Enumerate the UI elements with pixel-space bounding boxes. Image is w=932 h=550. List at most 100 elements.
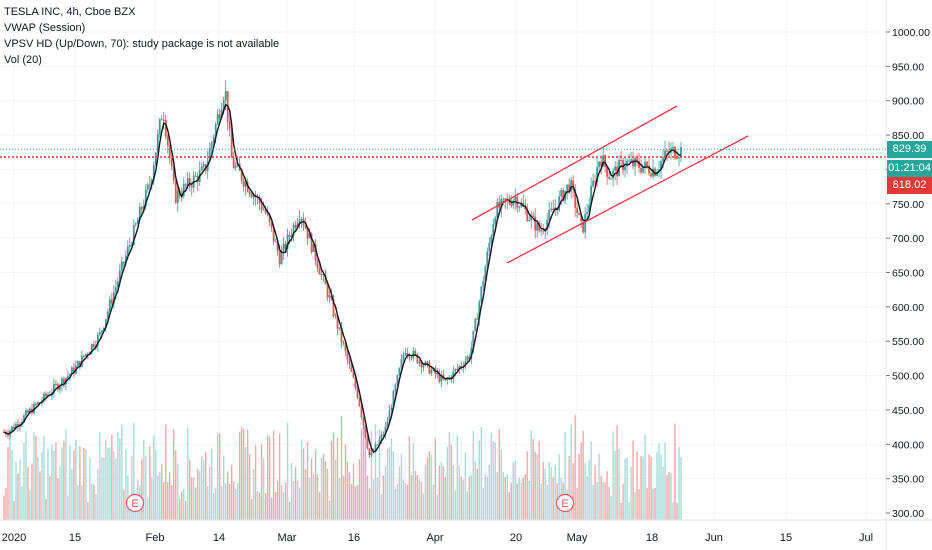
volume-bar — [510, 482, 512, 520]
volume-bar — [280, 484, 283, 520]
volume-bar — [105, 439, 107, 520]
volume-bar — [362, 427, 365, 520]
channel-upper-line[interactable] — [471, 105, 678, 221]
y-tick-label: 1000.00 — [892, 27, 930, 39]
volume-bar — [552, 477, 554, 520]
candle-body — [552, 208, 555, 210]
y-tick-label: 500.00 — [892, 371, 924, 383]
legend-vol[interactable]: Vol (20) — [4, 54, 42, 66]
volume-bar — [374, 424, 377, 520]
volume-bar — [672, 502, 674, 520]
candle-body — [466, 356, 469, 362]
candle-body — [678, 156, 680, 159]
candle-body — [188, 177, 191, 187]
volume-bar — [382, 475, 385, 520]
candle-body — [540, 230, 543, 232]
volume-bar — [458, 465, 461, 520]
candle-body — [82, 355, 85, 357]
volume-bar — [526, 451, 528, 520]
volume-bar — [438, 465, 441, 520]
volume-bar — [95, 494, 97, 520]
volume-bar — [55, 442, 57, 520]
candle-body — [326, 284, 329, 298]
volume-bar — [654, 487, 656, 520]
volume-bar — [266, 434, 269, 520]
candle-body — [122, 261, 125, 264]
volume-bar — [314, 449, 317, 520]
candle-body — [342, 341, 345, 344]
volume-bar — [350, 484, 353, 520]
volume-bar — [89, 457, 91, 520]
candle-body — [652, 168, 654, 177]
candle-body — [648, 166, 650, 174]
candle-body — [37, 402, 39, 405]
candle-body — [270, 222, 273, 229]
volume-bar — [364, 424, 367, 520]
volume-bar — [97, 468, 99, 520]
volume-bar — [185, 500, 187, 520]
volume-bar — [624, 458, 626, 520]
volume-bar — [31, 463, 33, 520]
volume-bar — [656, 452, 658, 520]
candle-body — [116, 281, 119, 288]
candle-body — [168, 145, 171, 159]
legend-symbol[interactable]: TESLA INC, 4h, Cboe BZX — [4, 6, 136, 18]
volume-bar — [540, 483, 542, 520]
volume-bar — [302, 448, 305, 520]
volume-bar — [79, 446, 81, 520]
y-tick-label: 900.00 — [892, 96, 924, 108]
candle-body — [118, 270, 121, 282]
volume-bar — [254, 445, 257, 520]
volume-bar — [131, 455, 133, 520]
candle-body — [612, 170, 615, 179]
volume-bar — [420, 481, 423, 520]
candle-body — [194, 175, 197, 177]
x-tick-label: May — [567, 532, 588, 544]
volume-bar — [424, 464, 427, 520]
legend-vpsv[interactable]: VPSV HD (Up/Down, 70): study package is … — [4, 38, 280, 50]
candle-body — [134, 223, 137, 225]
last-price-tag: 829.39 — [887, 141, 932, 158]
candle-body — [69, 373, 71, 376]
volume-bar — [113, 451, 115, 520]
volume-bar — [604, 482, 606, 520]
candle-body — [232, 157, 235, 169]
earnings-marker-label: E — [561, 498, 568, 510]
volume-bar — [228, 484, 231, 520]
candle-body — [406, 352, 409, 355]
volume-bar — [205, 451, 207, 520]
channel-lower-line[interactable] — [506, 135, 749, 264]
volume-bar — [81, 485, 83, 520]
candle-body — [71, 367, 73, 374]
volume-bar — [650, 456, 652, 520]
candle-body — [610, 178, 613, 180]
legend-vwap[interactable]: VWAP (Session) — [4, 22, 86, 34]
volume-bar — [608, 487, 610, 520]
volume-bar — [328, 500, 331, 520]
candle-body — [378, 439, 381, 445]
volume-bar — [119, 438, 121, 520]
volume-bar — [117, 432, 119, 520]
candle-body — [492, 224, 495, 236]
volume-bar — [256, 490, 259, 520]
earnings-marker-icon[interactable] — [125, 493, 145, 513]
volume-bar — [163, 482, 165, 520]
candle-body — [446, 379, 449, 381]
volume-bar — [576, 488, 578, 520]
candle-body — [518, 206, 521, 208]
candle-body — [620, 160, 622, 162]
volume-bar — [240, 427, 243, 520]
volume-bar — [472, 430, 475, 520]
y-tick-label: 600.00 — [892, 302, 924, 314]
volume-bar — [37, 457, 39, 520]
candle-body — [574, 189, 577, 208]
volume-bar — [145, 455, 147, 520]
earnings-marker-icon[interactable] — [555, 493, 575, 513]
volume-bar — [578, 454, 580, 520]
candle-body — [164, 120, 167, 137]
volume-bar — [360, 428, 363, 520]
x-tick-label: Jun — [705, 532, 723, 544]
candle-body — [438, 373, 441, 382]
